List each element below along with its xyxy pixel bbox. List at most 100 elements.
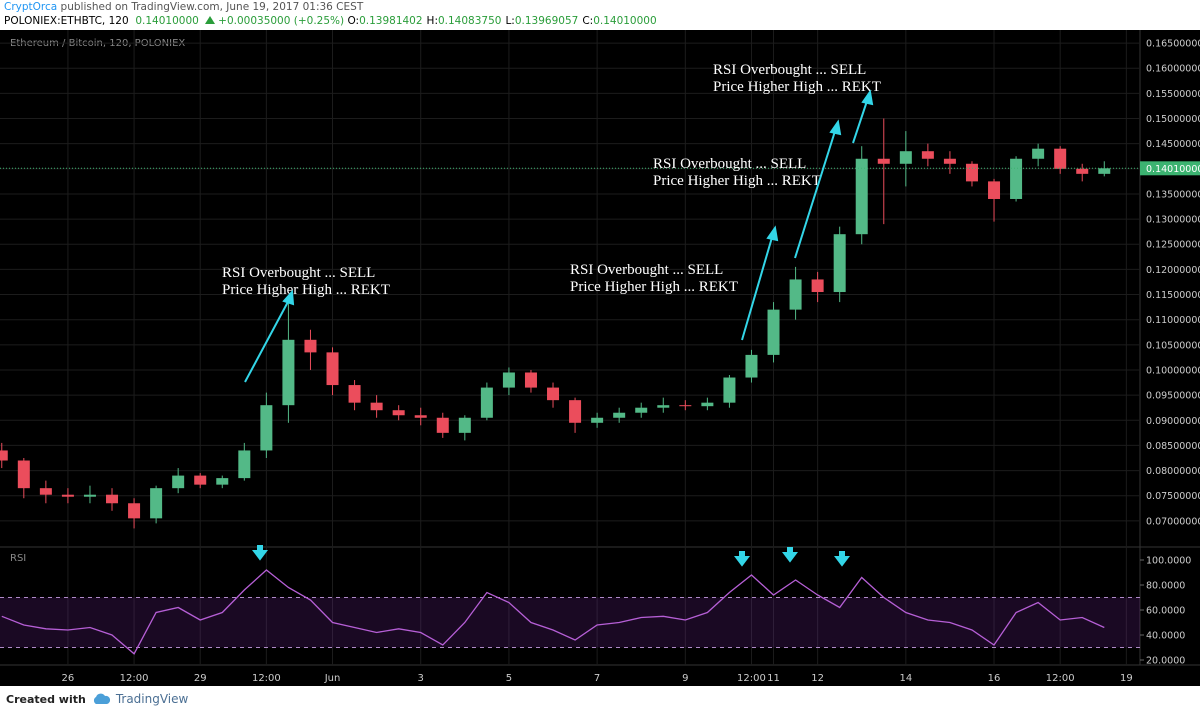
- y-tick-label: 0.08000000: [1146, 466, 1200, 477]
- candle-body: [83, 494, 96, 497]
- candle-body: [194, 475, 207, 485]
- candle-body: [39, 488, 52, 495]
- last-price-box: [1140, 161, 1200, 176]
- x-tick-label: 14: [899, 673, 912, 684]
- y-tick-label: 0.15500000: [1146, 89, 1200, 100]
- y-tick-label: 0.07500000: [1146, 491, 1200, 502]
- candle-body: [1098, 168, 1111, 174]
- candle-body: [569, 400, 582, 423]
- annotation: Price Higher High ... REKT: [713, 79, 881, 95]
- y-tick-label: 0.12000000: [1146, 265, 1200, 276]
- published: published on TradingView.com, June 19, 2…: [60, 1, 364, 13]
- y-tick-label: 0.13500000: [1146, 189, 1200, 200]
- y-tick-label: 0.09500000: [1146, 391, 1200, 402]
- y-tick-label: 0.11000000: [1146, 315, 1200, 326]
- candle-body: [547, 387, 560, 401]
- rsi-arrow: [739, 551, 745, 559]
- candle-body: [436, 417, 449, 433]
- rsi-line: [1, 569, 1105, 655]
- candle-body: [326, 352, 339, 386]
- arrow: [244, 297, 291, 383]
- x-tick-label: 12:00: [120, 673, 149, 684]
- x-tick-label: 29: [194, 673, 207, 684]
- y-tick-label: 0.07000000: [1146, 516, 1200, 527]
- ohlc-label: C:: [582, 15, 594, 27]
- ohlc: O:0.13981402 H:0.14083750 L:0.13969057 C:0.…: [347, 15, 660, 27]
- arrow-head: [861, 89, 874, 106]
- candle-body: [965, 163, 978, 182]
- candle-body: [789, 279, 802, 310]
- candle-body: [1076, 168, 1089, 174]
- author[interactable]: CryptOrca: [4, 1, 58, 13]
- ohlc-value: 0.14010000: [593, 15, 657, 27]
- arrow-head: [282, 289, 295, 306]
- brand-logo: [93, 693, 110, 704]
- candle-body: [0, 450, 8, 461]
- change: +0.00035000 (+0.25%): [218, 15, 345, 27]
- created-with: Created with: [6, 692, 86, 706]
- candle-body: [723, 377, 736, 403]
- x-tick-label: Jun: [324, 673, 341, 684]
- x-tick-label: 12: [811, 673, 824, 684]
- x-tick-label: 12:00: [1046, 673, 1075, 684]
- candle-body: [635, 407, 648, 413]
- last-price-label: 0.14010000: [1146, 164, 1200, 175]
- annotation: Price Higher High ... REKT: [570, 279, 738, 295]
- annotation: Price Higher High ... REKT: [653, 173, 821, 189]
- brand[interactable]: TradingView: [115, 692, 189, 706]
- y-tick-label: 40.0000: [1146, 631, 1185, 642]
- x-tick-label: 11: [767, 673, 780, 684]
- annotation: RSI Overbought ... SELL: [222, 265, 375, 281]
- y-tick-label: 0.14500000: [1146, 139, 1200, 150]
- candle-body: [1010, 158, 1023, 199]
- candle-body: [1054, 148, 1067, 169]
- arrow: [741, 233, 774, 341]
- candle-body: [657, 405, 670, 408]
- candle-body: [855, 158, 868, 235]
- candle-body: [106, 494, 119, 504]
- candle-body: [260, 405, 273, 451]
- candle-body: [216, 478, 229, 485]
- footer: Created with TradingView: [6, 692, 188, 706]
- rsi-band: [0, 597, 1140, 648]
- candle-body: [458, 417, 471, 433]
- y-tick-label: 0.13000000: [1146, 215, 1200, 226]
- y-tick-label: 0.08500000: [1146, 441, 1200, 452]
- candle-body: [238, 450, 251, 479]
- y-tick-label: 100.0000: [1146, 556, 1191, 567]
- arrow-head: [766, 225, 779, 242]
- x-tick-label: 19: [1120, 673, 1133, 684]
- candle-body: [282, 339, 295, 406]
- y-tick-label: 0.12500000: [1146, 240, 1200, 251]
- rsi-arrow: [839, 551, 845, 559]
- candle-body: [370, 402, 383, 411]
- candle-body: [679, 405, 692, 407]
- symbol: POLONIEX:ETHBTC, 120: [4, 15, 129, 27]
- rsi-arrow: [257, 545, 263, 553]
- ohlc-value: 0.13969057: [514, 15, 579, 27]
- candle-body: [414, 415, 427, 418]
- candle-body: [524, 372, 537, 388]
- candle-body: [767, 309, 780, 355]
- candle-body: [701, 402, 714, 407]
- header: CryptOrca published on TradingView.com, …: [4, 0, 661, 28]
- y-tick-label: 0.09000000: [1146, 416, 1200, 427]
- x-tick-label: 26: [62, 673, 75, 684]
- y-tick-label: 20.0000: [1146, 656, 1185, 667]
- y-tick-label: 0.16000000: [1146, 64, 1200, 75]
- candle-body: [745, 354, 758, 378]
- up-icon: [205, 16, 216, 24]
- y-tick-label: 0.15000000: [1146, 114, 1200, 125]
- candle-body: [150, 488, 163, 519]
- arrow: [794, 127, 837, 259]
- x-tick-label: 16: [988, 673, 1001, 684]
- annotation: Price Higher High ... REKT: [222, 282, 390, 298]
- candle-body: [480, 387, 493, 418]
- candle-body: [348, 385, 361, 403]
- arrow: [852, 97, 869, 144]
- rsi-title: RSI: [10, 553, 26, 564]
- arrow-head: [829, 119, 842, 136]
- y-tick-label: 80.0000: [1146, 581, 1185, 592]
- ohlc-label: O:: [347, 15, 360, 27]
